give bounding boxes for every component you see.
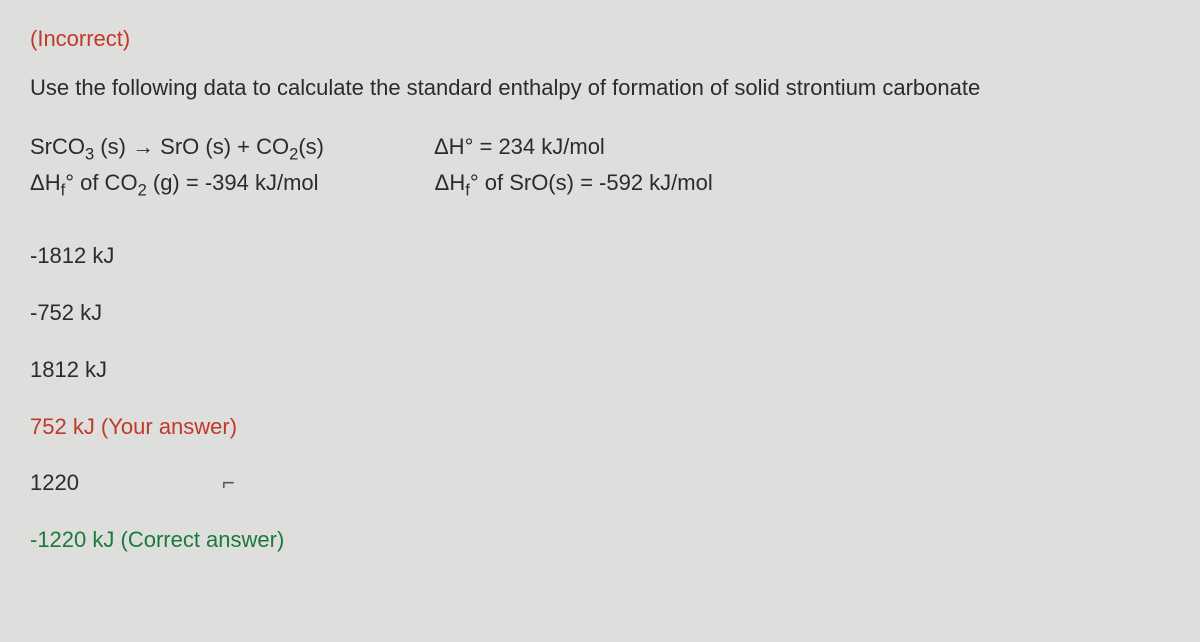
reaction-equation: SrCO3 (s) → SrO (s) + CO2(s) [30,132,324,163]
answer-5-text: 1220 [30,468,222,499]
answer-option-3[interactable]: 1812 kJ [30,355,1188,386]
answer-option-1[interactable]: -1812 kJ [30,241,1188,272]
answer-list: -1812 kJ -752 kJ 1812 kJ 752 kJ (Your an… [30,241,1188,556]
answer-option-6-correct[interactable]: -1220 kJ (Correct answer) [30,525,1188,556]
reaction-enthalpy: ΔH° = 234 kJ/mol [434,132,605,163]
status-label: (Incorrect) [30,24,1188,55]
answer-option-4-user[interactable]: 752 kJ (Your answer) [30,412,1188,443]
data-row-2: ΔHf° of CO2 (g) = -394 kJ/mol ΔHf° of Sr… [30,168,1188,199]
answer-option-5[interactable]: 1220⌐ [30,468,1188,499]
data-row-1: SrCO3 (s) → SrO (s) + CO2(s) ΔH° = 234 k… [30,132,1188,163]
question-container: (Incorrect) Use the following data to ca… [0,0,1200,606]
cursor-mark: ⌐ [222,470,235,495]
question-prompt: Use the following data to calculate the … [30,73,1188,104]
sro-enthalpy: ΔHf° of SrO(s) = -592 kJ/mol [429,168,713,199]
co2-enthalpy: ΔHf° of CO2 (g) = -394 kJ/mol [30,168,319,199]
answer-option-2[interactable]: -752 kJ [30,298,1188,329]
